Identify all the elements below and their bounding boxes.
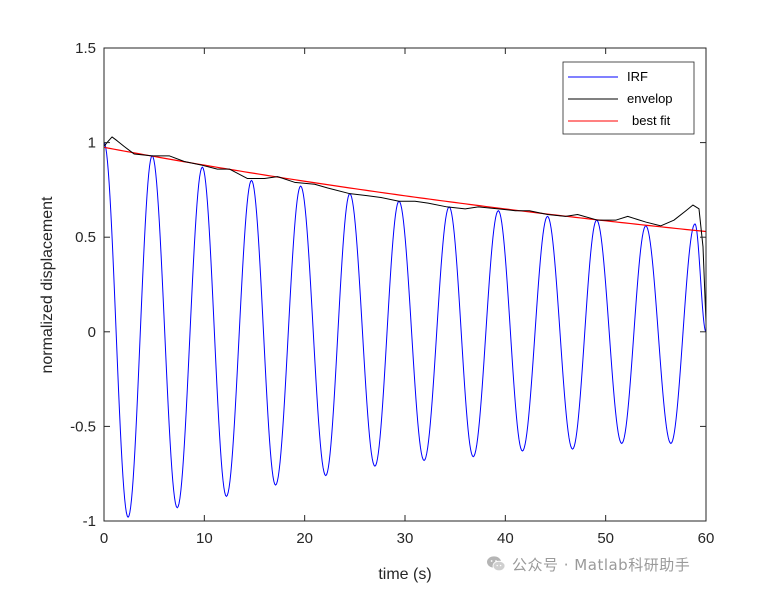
x-tick-label: 0 (100, 530, 108, 547)
legend: IRF envelop best fit (562, 61, 695, 135)
series-layer (103, 136, 707, 519)
x-tick-label: 10 (196, 530, 213, 547)
series-envelop-line (103, 136, 707, 323)
x-tick-label: 30 (397, 530, 414, 547)
watermark-text: 公众号 · Matlab科研助手 (512, 555, 691, 574)
legend-label-best-fit: best fit (632, 113, 671, 128)
legend-box (562, 61, 695, 135)
wechat-icon (487, 556, 506, 572)
y-tick-label: 0 (88, 324, 96, 341)
x-tick-label: 40 (497, 530, 514, 547)
series-best-fit-line (103, 146, 707, 233)
y-tick-label: 1.5 (75, 40, 96, 57)
legend-label-irf: IRF (627, 69, 648, 84)
x-tick-label: 60 (698, 530, 715, 547)
x-tick-label: 50 (597, 530, 614, 547)
y-tick-label: -0.5 (70, 418, 96, 435)
x-tick-label: 20 (296, 530, 313, 547)
y-tick-label: -1 (83, 513, 96, 530)
series-irf-line (103, 142, 707, 519)
tick-layer: 0 10 20 30 40 50 60 -1 -0.5 0 0.5 1 1.5 (70, 40, 714, 547)
watermark: 公众号 · Matlab科研助手 (486, 552, 690, 576)
x-axis-label: time (s) (378, 566, 431, 583)
y-tick-label: 0.5 (75, 229, 96, 246)
y-tick-label: 1 (88, 135, 96, 152)
legend-label-envelop: envelop (627, 91, 673, 106)
y-axis-label: normalized displacement (39, 196, 56, 374)
